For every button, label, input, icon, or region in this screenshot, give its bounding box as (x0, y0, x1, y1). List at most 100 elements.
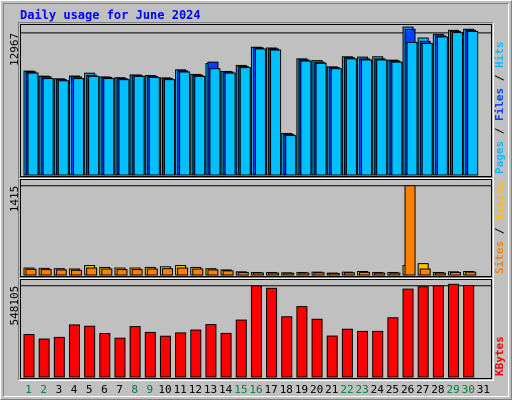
x-tick-label-29: 29 (446, 383, 459, 396)
bar-sites-day-14 (222, 270, 234, 276)
bar-kbytes-day-19 (296, 306, 308, 378)
x-tick-label-7: 7 (116, 383, 123, 396)
bar-pages-day-13 (209, 68, 221, 176)
bar-pages-day-30 (467, 30, 479, 176)
y-axis-max-label: 12967 (8, 33, 21, 66)
bar-sites-day-26 (404, 185, 416, 276)
bar-sites-day-22 (343, 272, 355, 276)
bar-sites-day-24 (374, 272, 386, 276)
bar-kbytes-day-6 (99, 333, 111, 378)
bar-kbytes-day-5 (84, 325, 96, 378)
x-tick-label-17: 17 (265, 383, 278, 396)
legend-separator: / (493, 121, 506, 141)
x-tick-label-22: 22 (340, 383, 353, 396)
x-tick-label-11: 11 (174, 383, 187, 396)
x-tick-label-6: 6 (101, 383, 108, 396)
y-axis-max-label: 1415 (8, 186, 21, 213)
x-tick-label-26: 26 (401, 383, 414, 396)
panel-frame (20, 179, 492, 277)
bar-sites-day-27 (419, 268, 431, 276)
x-tick-label-28: 28 (431, 383, 444, 396)
x-tick-label-24: 24 (371, 383, 385, 396)
bar-kbytes-day-21 (326, 335, 338, 378)
bar-sites-day-1 (25, 268, 37, 276)
bar-sites-day-25 (389, 272, 401, 276)
bar-pages-day-3 (57, 80, 69, 176)
legend-entry-visits: Visits (493, 181, 506, 221)
bar-kbytes-day-18 (281, 316, 293, 378)
bar-sites-day-20 (313, 272, 325, 276)
bar-pages-day-17 (270, 49, 282, 176)
legend-entry-files: Files (493, 88, 506, 121)
x-tick-label-16: 16 (249, 383, 262, 396)
bar-sites-day-19 (298, 272, 310, 276)
bar-sites-day-16 (252, 272, 264, 276)
bar-sites-day-30 (465, 271, 477, 276)
bar-kbytes-day-26 (402, 288, 414, 378)
bar-pages-day-5 (88, 75, 100, 176)
bar-kbytes-day-4 (68, 324, 80, 378)
bar-kbytes-day-25 (387, 317, 399, 378)
bar-sites-day-11 (177, 267, 189, 276)
x-tick-label-8: 8 (131, 383, 138, 396)
bar-kbytes-day-1 (23, 334, 35, 378)
legend-entry-sites: Sites (493, 241, 506, 274)
legend-hits: Pages / Files / Hits (493, 42, 506, 175)
bar-sites-day-10 (161, 268, 173, 276)
bar-pages-day-22 (345, 58, 357, 176)
x-tick-label-5: 5 (86, 383, 93, 396)
x-tick-label-25: 25 (386, 383, 399, 396)
bar-pages-day-6 (103, 78, 115, 176)
x-tick-label-27: 27 (416, 383, 429, 396)
bar-pages-day-9 (148, 76, 160, 176)
bar-sites-day-17 (268, 272, 280, 276)
bar-sites-day-3 (55, 269, 67, 276)
x-tick-label-23: 23 (356, 383, 369, 396)
legend-entry-pages: Pages (493, 141, 506, 174)
bar-kbytes-day-22 (341, 328, 353, 378)
bar-sites-day-29 (450, 271, 462, 276)
bar-sites-day-7 (116, 269, 128, 276)
bar-kbytes-day-15 (235, 319, 247, 378)
x-tick-label-1: 1 (25, 383, 32, 396)
bar-pages-day-28 (436, 36, 448, 176)
bar-pages-day-2 (42, 78, 54, 176)
bar-sites-day-6 (101, 268, 113, 276)
bar-kbytes-day-3 (53, 336, 65, 378)
bar-sites-day-15 (237, 271, 249, 276)
panel-hits: 12967 Pages / Files / Hits (8, 22, 506, 179)
y-axis-max-label: 548105 (8, 286, 21, 326)
chart-panels: 12967 Pages / Files / Hits 1415 Sites / Vis… (8, 22, 506, 381)
bar-sites-day-23 (359, 271, 371, 276)
bar-pages-day-27 (421, 43, 433, 176)
bar-kbytes-day-17 (266, 287, 278, 378)
bar-kbytes-day-27 (417, 286, 429, 378)
legend-visits: Sites / Visits (493, 181, 506, 274)
panel-frame (20, 279, 492, 379)
bar-sites-day-8 (131, 269, 143, 276)
bar-pages-day-21 (330, 68, 342, 176)
bar-sites-day-13 (207, 269, 219, 276)
bar-kbytes-day-8 (129, 326, 141, 378)
x-tick-label-9: 9 (147, 383, 154, 396)
bar-sites-day-21 (328, 272, 340, 276)
panel-frame (20, 24, 492, 177)
panel-visits: 1415 Sites / Visits (8, 177, 506, 279)
bar-kbytes-day-13 (205, 324, 217, 378)
x-tick-label-15: 15 (234, 383, 247, 396)
x-tick-label-21: 21 (325, 383, 338, 396)
x-tick-label-14: 14 (219, 383, 233, 396)
bar-kbytes-day-2 (38, 338, 50, 378)
bar-sites-day-28 (434, 272, 446, 276)
bar-kbytes-day-23 (357, 330, 369, 378)
x-tick-label-19: 19 (295, 383, 308, 396)
chart-title: Daily usage for June 2024 (20, 8, 201, 22)
bar-pages-day-29 (452, 32, 464, 176)
bar-kbytes-day-30 (463, 284, 475, 378)
legend-entry-hits: Hits (493, 42, 506, 69)
bar-pages-day-26 (406, 41, 418, 176)
bar-pages-day-15 (239, 67, 251, 176)
bar-kbytes-day-29 (448, 283, 460, 378)
x-tick-label-3: 3 (56, 383, 63, 396)
